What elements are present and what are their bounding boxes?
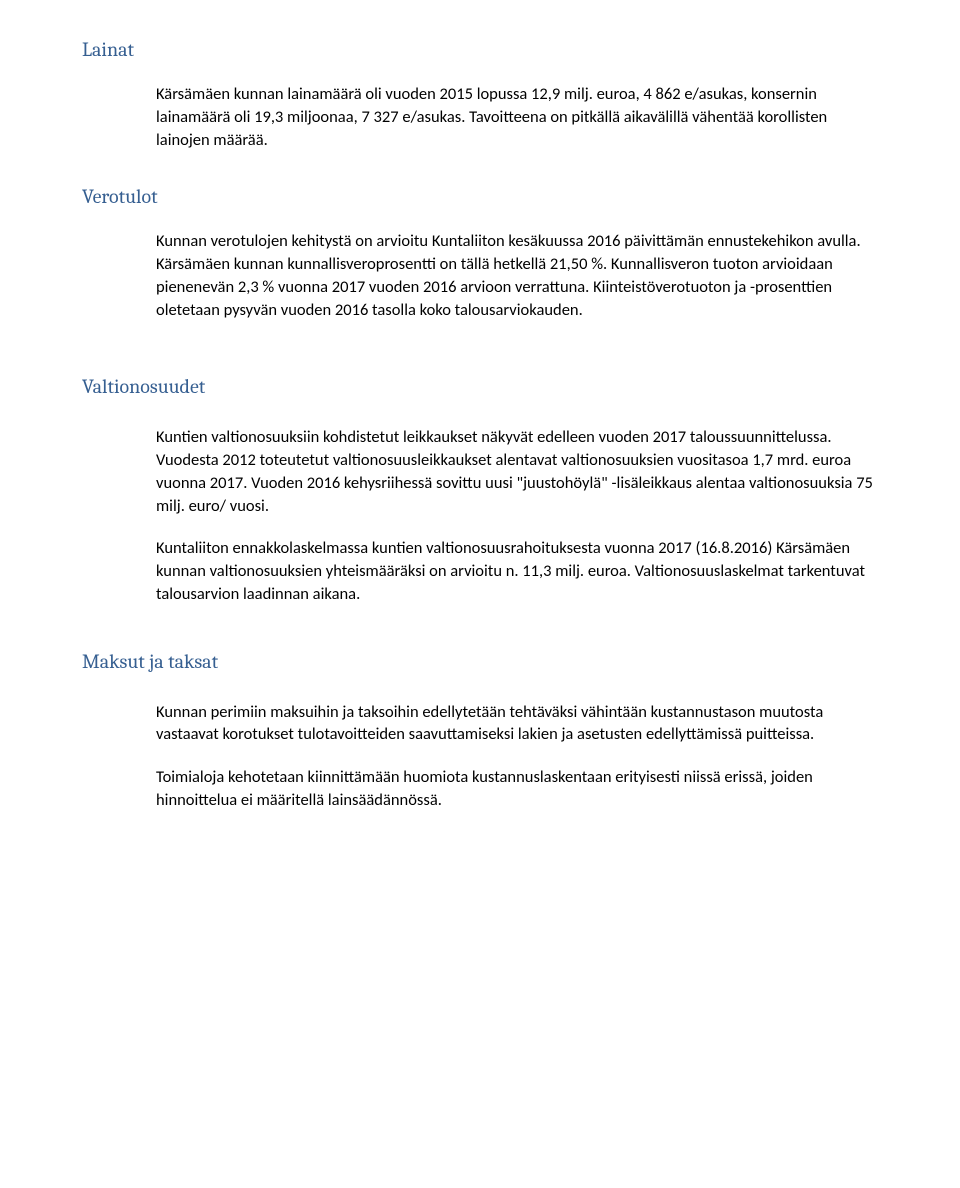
content-lainat: Kärsämäen kunnan lainamäärä oli vuoden 2… bbox=[82, 83, 878, 151]
paragraph: Kuntaliiton ennakkolaskelmassa kuntien v… bbox=[156, 537, 878, 605]
heading-verotulot: Verotulot bbox=[82, 185, 878, 208]
section-maksut: Maksut ja taksat Kunnan perimiin maksuih… bbox=[82, 650, 878, 812]
paragraph: Toimialoja kehotetaan kiinnittämään huom… bbox=[156, 766, 878, 812]
heading-valtionosuudet: Valtionosuudet bbox=[82, 375, 878, 398]
paragraph: Kunnan perimiin maksuihin ja taksoihin e… bbox=[156, 701, 878, 747]
heading-maksut: Maksut ja taksat bbox=[82, 650, 878, 673]
content-valtionosuudet: Kuntien valtionosuuksiin kohdistetut lei… bbox=[82, 426, 878, 605]
heading-lainat: Lainat bbox=[82, 38, 878, 61]
paragraph: Kunnan verotulojen kehitystä on arvioitu… bbox=[156, 230, 878, 321]
section-verotulot: Verotulot Kunnan verotulojen kehitystä o… bbox=[82, 185, 878, 321]
content-verotulot: Kunnan verotulojen kehitystä on arvioitu… bbox=[82, 230, 878, 321]
paragraph: Kuntien valtionosuuksiin kohdistetut lei… bbox=[156, 426, 878, 517]
paragraph: Kärsämäen kunnan lainamäärä oli vuoden 2… bbox=[156, 83, 878, 151]
content-maksut: Kunnan perimiin maksuihin ja taksoihin e… bbox=[82, 701, 878, 812]
section-lainat: Lainat Kärsämäen kunnan lainamäärä oli v… bbox=[82, 38, 878, 151]
section-valtionosuudet: Valtionosuudet Kuntien valtionosuuksiin … bbox=[82, 375, 878, 605]
